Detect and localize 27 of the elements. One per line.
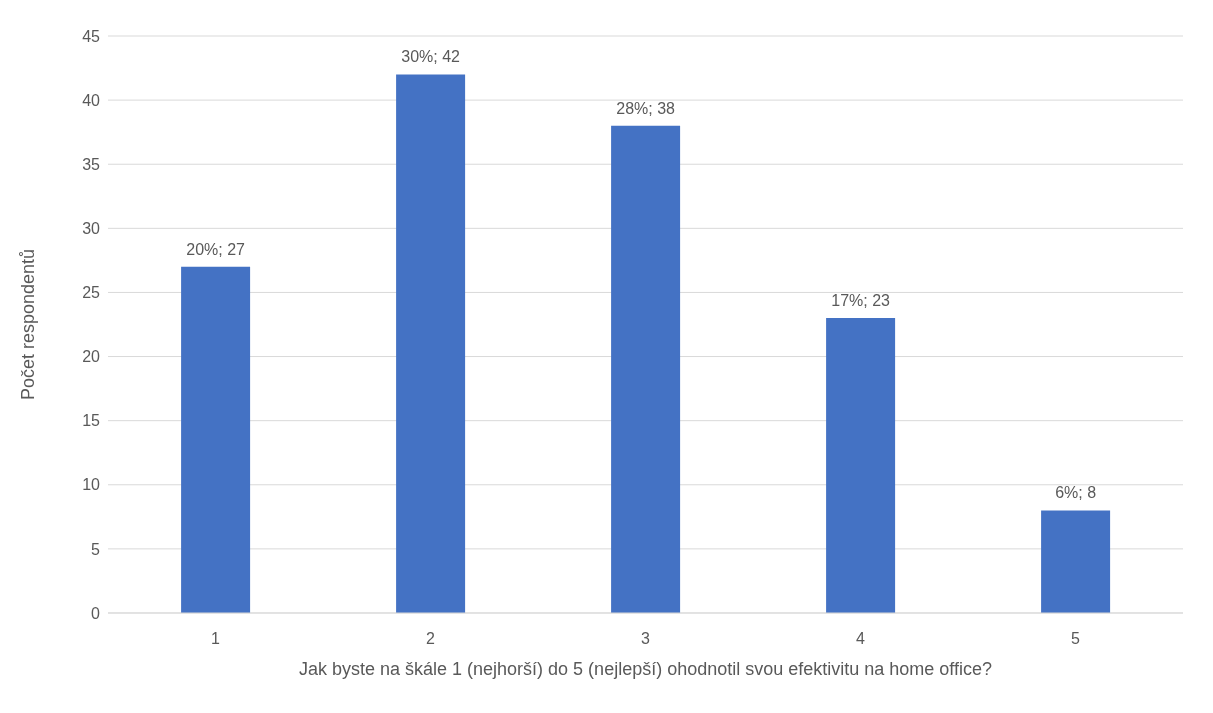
bar	[1041, 510, 1111, 613]
bar	[611, 125, 681, 613]
y-tick-label: 45	[82, 27, 101, 45]
x-tick-label: 2	[426, 630, 436, 648]
x-tick-label: 1	[211, 630, 221, 648]
bar	[181, 266, 251, 613]
x-axis-title: Jak byste na škále 1 (nejhorší) do 5 (nejlepší) ohodnotil svou efektivitu na home office?	[298, 659, 993, 679]
data-label: 20%; 27	[186, 240, 246, 258]
y-tick-label: 5	[91, 540, 101, 558]
y-tick-label: 15	[82, 412, 101, 430]
y-tick-label: 0	[91, 604, 101, 622]
y-tick-label: 10	[82, 476, 101, 494]
x-tick-label: 3	[641, 630, 651, 648]
y-tick-label: 25	[82, 284, 101, 302]
bar	[826, 318, 896, 613]
data-label: 30%; 42	[401, 48, 461, 66]
y-tick-label: 40	[82, 91, 101, 109]
y-axis-title: Počet respondentů	[18, 248, 39, 401]
x-tick-label: 4	[856, 630, 866, 648]
data-label: 6%; 8	[1055, 484, 1097, 502]
bar	[396, 74, 466, 613]
x-tick-label: 5	[1071, 630, 1081, 648]
y-tick-label: 35	[82, 155, 101, 173]
y-tick-label: 20	[82, 348, 101, 366]
y-tick-label: 30	[82, 220, 101, 238]
data-label: 28%; 38	[616, 99, 676, 117]
data-label: 17%; 23	[831, 292, 891, 310]
